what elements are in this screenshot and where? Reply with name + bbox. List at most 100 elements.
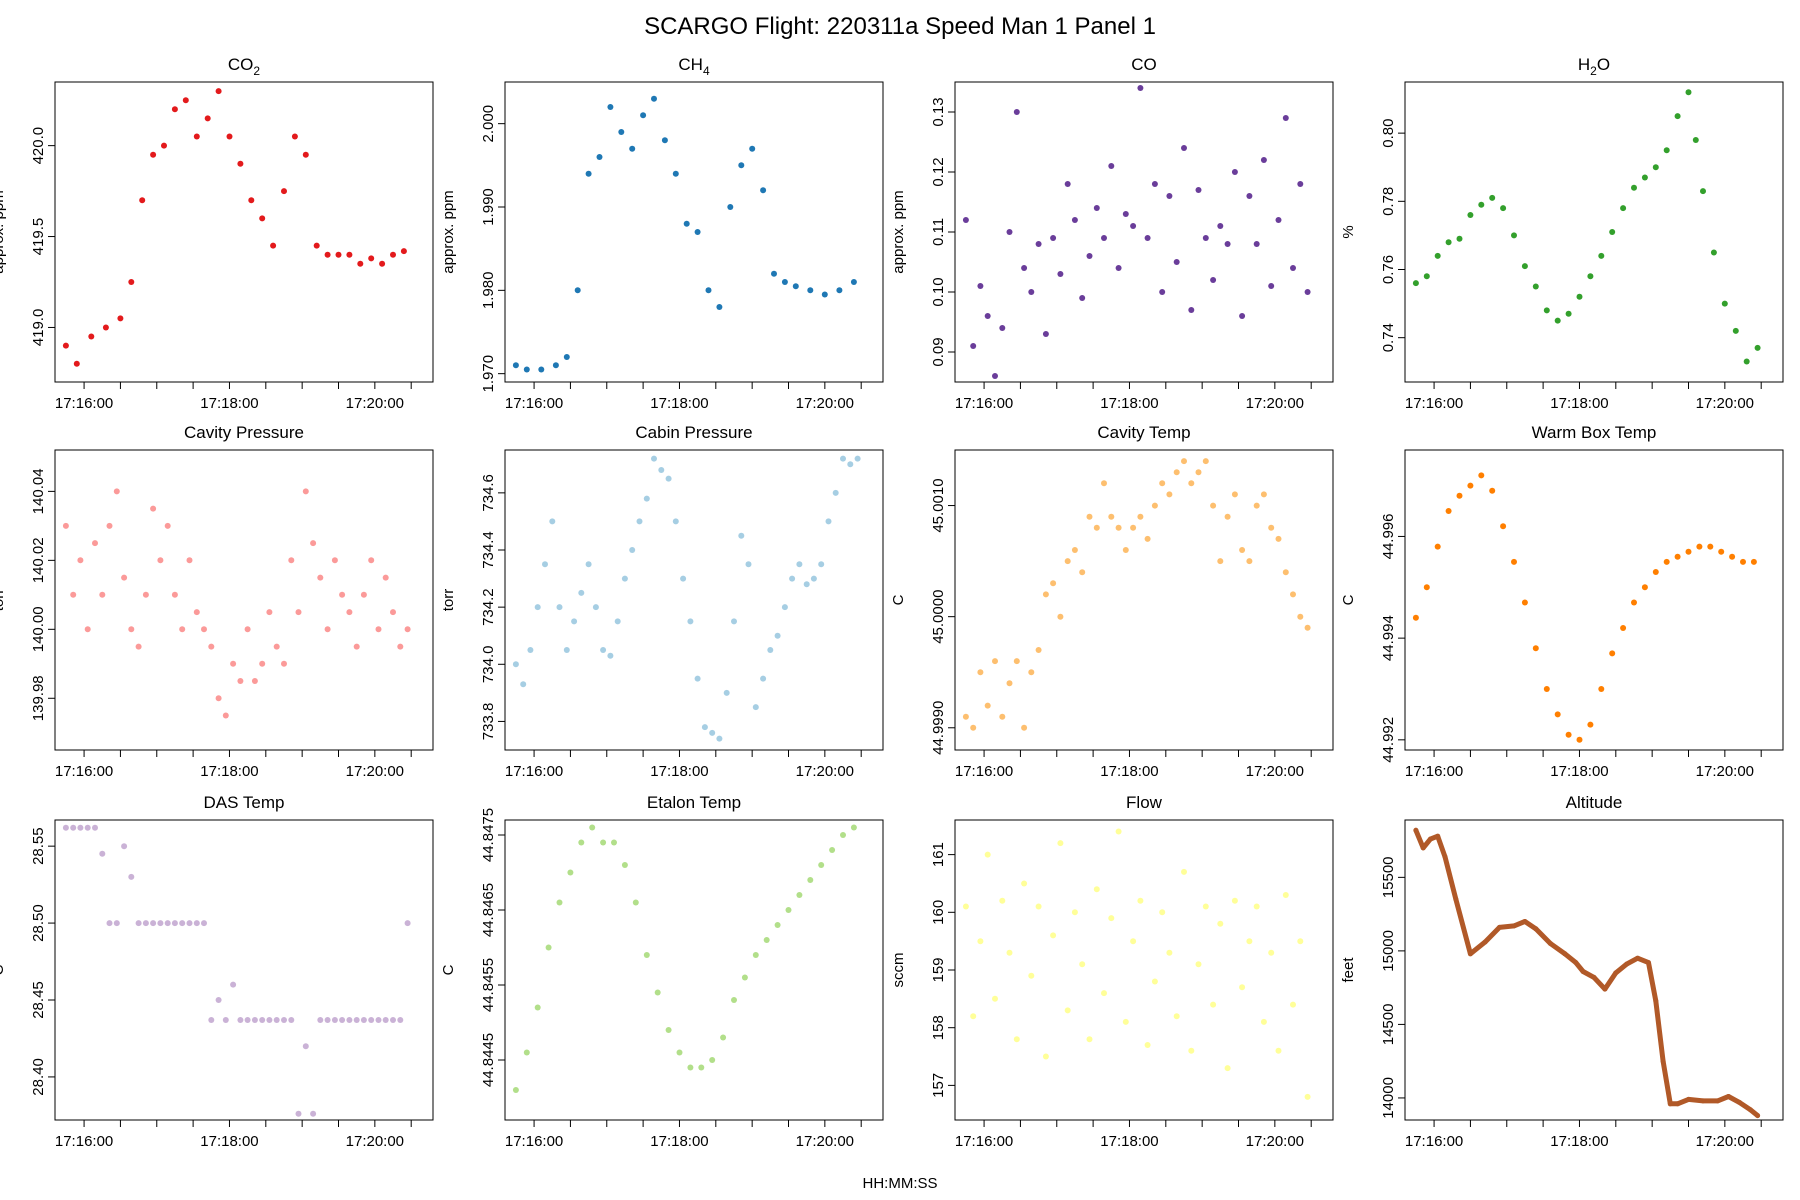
data-point [701,724,708,731]
data-point [850,279,857,285]
x-tick-label: 17:16:00 [955,763,1013,780]
y-axis-label: approx. ppm [440,190,457,273]
data-point [1663,558,1670,565]
data-point [84,824,91,831]
data-point [1239,547,1246,553]
data-point [339,591,346,598]
y-tick-label: 0.10 [930,277,947,306]
data-point [1587,721,1594,728]
data-point [346,1017,353,1023]
data-point [1086,253,1093,259]
data-point [1166,491,1173,498]
data-point [62,342,69,349]
x-tick-label: 17:20:00 [1246,1133,1304,1150]
data-point [1412,280,1419,287]
data-point [1108,915,1115,922]
x-tick-label: 17:18:00 [1550,1133,1608,1150]
data-point [774,632,781,639]
data-point [92,824,98,831]
data-point [1064,1007,1071,1014]
y-tick-label: 15500 [1380,856,1397,898]
data-point [1707,543,1714,550]
y-axis-label: C [1340,594,1357,605]
data-point [135,643,142,650]
data-point [208,1017,215,1023]
panel-alt: Altitude feet 14000 14500 15000 15500 17:16:00… [1340,793,1784,1150]
data-point [357,260,364,267]
data-point [193,133,200,140]
data-point [1290,591,1296,598]
x-tick-label: 17:20:00 [346,1133,404,1150]
data-point [106,920,113,927]
data-point [230,660,237,667]
y-tick-label: 419.0 [30,309,47,347]
data-point [1511,558,1517,565]
data-point [1071,909,1078,916]
data-point [1130,223,1137,229]
data-point [651,95,657,102]
data-point [556,899,563,906]
data-point [1173,1013,1180,1020]
panel-title: Cavity Pressure [184,423,304,442]
data-point [789,575,796,582]
data-point [1686,1096,1691,1102]
data-point [1224,513,1231,520]
panel-title-main: Cavity Temp [1097,423,1190,442]
data-point [1554,711,1561,718]
x-tick-label: 17:16:00 [505,1133,563,1150]
y-tick-label: 28.45 [30,981,47,1019]
data-point [810,575,817,582]
data-point [335,251,342,258]
data-point [1641,174,1648,181]
data-point [1624,961,1630,967]
y-tick-label: 28.40 [30,1058,47,1096]
data-point [368,255,375,262]
data-point [266,609,273,616]
data-point [781,604,788,611]
data-point [1750,558,1757,565]
data-point [807,877,814,883]
data-point [992,658,998,665]
data-point [1685,548,1692,555]
data-point [1573,960,1579,966]
plot-frame [504,81,884,383]
data-point [1732,327,1739,334]
data-point [1253,502,1260,509]
x-tick-label: 17:16:00 [1405,1133,1463,1150]
data-point [244,1017,251,1023]
data-point [1456,492,1463,499]
data-point [62,522,69,529]
data-point [1489,487,1496,494]
data-point [705,287,712,294]
data-point [157,920,164,927]
data-point [382,1017,389,1023]
data-point [1700,188,1706,195]
panel-h2o: H2O% 0.74 0.76 0.78 0.80 17:16:00 17:18:00 17:2… [1340,55,1784,412]
x-tick-label: 17:16:00 [505,395,563,412]
data-point [368,557,375,564]
data-point [1297,181,1304,187]
data-point [774,922,781,928]
y-tick-label: 0.13 [930,97,947,126]
data-point [179,920,186,927]
data-point [1442,854,1448,860]
data-point [1609,229,1616,235]
x-tick-label: 17:18:00 [200,395,258,412]
data-point [1755,1113,1761,1119]
data-point [150,505,157,512]
data-point [1521,599,1528,606]
y-tick-label: 139.98 [30,675,47,721]
data-point [977,938,984,945]
y-tick-label: 157 [930,1073,947,1098]
data-point [1021,880,1028,887]
data-point [1434,252,1441,259]
data-point [182,97,189,104]
x-tick-label: 17:18:00 [1550,395,1608,412]
data-point [1064,181,1071,187]
panel-title: DAS Temp [204,793,285,812]
data-point [578,589,585,596]
data-point [1674,113,1681,120]
data-point [1144,235,1151,241]
data-point [1079,569,1086,576]
data-point [1093,524,1100,531]
